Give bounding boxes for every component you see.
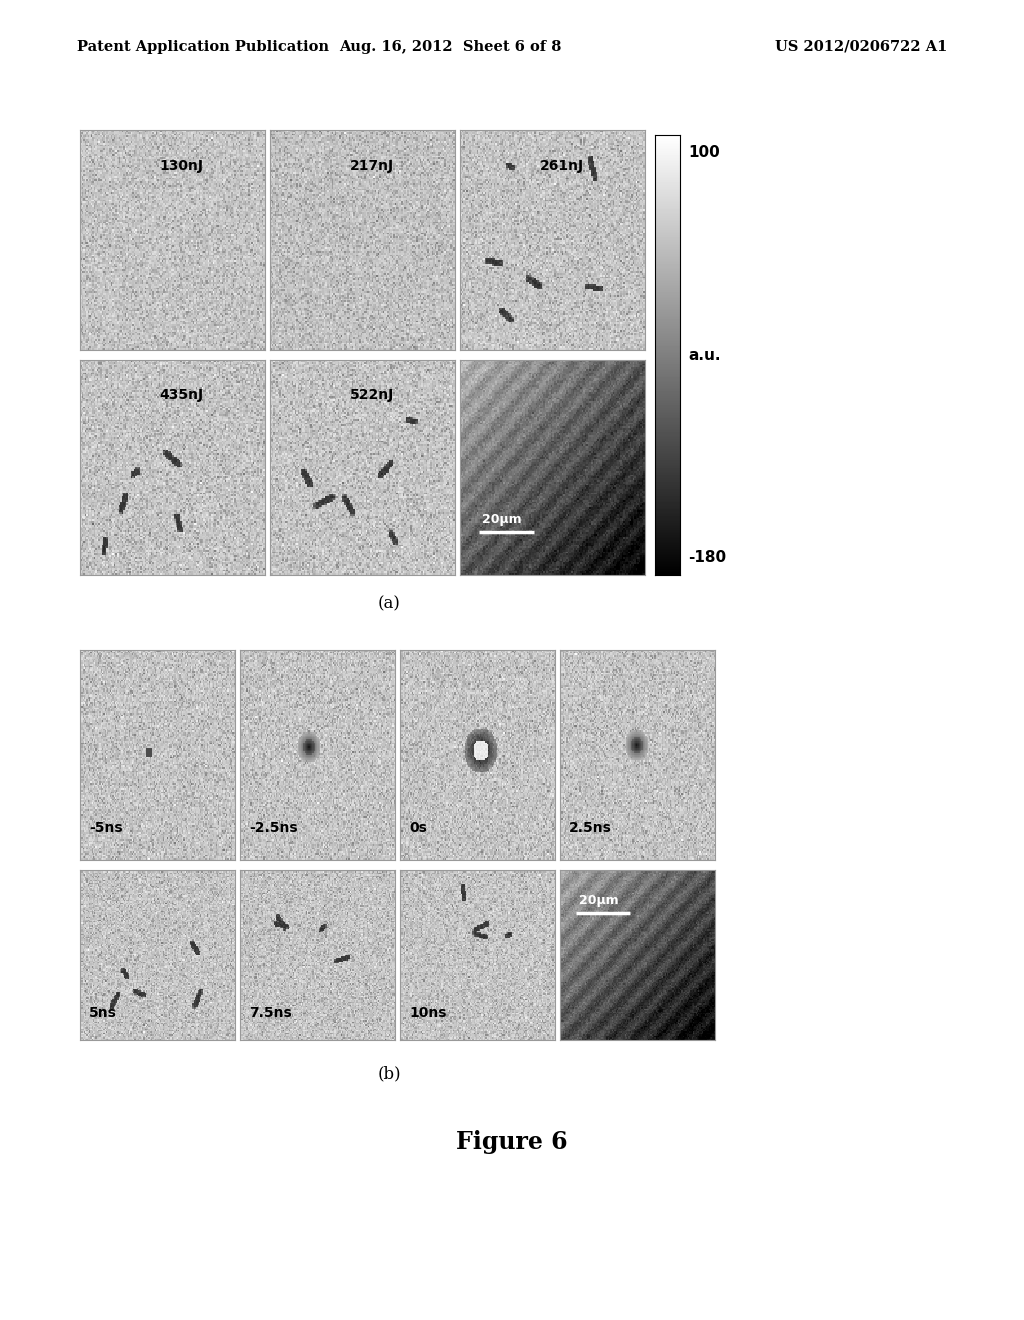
- Text: -180: -180: [688, 550, 726, 565]
- Text: 261nJ: 261nJ: [540, 158, 584, 173]
- Text: -2.5ns: -2.5ns: [249, 821, 298, 834]
- Text: 522nJ: 522nJ: [349, 388, 394, 403]
- Text: US 2012/0206722 A1: US 2012/0206722 A1: [775, 40, 947, 54]
- Text: a.u.: a.u.: [688, 347, 721, 363]
- Text: Patent Application Publication: Patent Application Publication: [77, 40, 329, 54]
- Text: 435nJ: 435nJ: [160, 388, 204, 403]
- Text: 10ns: 10ns: [410, 1006, 446, 1019]
- Text: Aug. 16, 2012  Sheet 6 of 8: Aug. 16, 2012 Sheet 6 of 8: [339, 40, 562, 54]
- Text: (a): (a): [378, 595, 400, 612]
- Text: Figure 6: Figure 6: [456, 1130, 568, 1154]
- Text: 217nJ: 217nJ: [349, 158, 394, 173]
- Text: 5ns: 5ns: [89, 1006, 117, 1019]
- Text: 2.5ns: 2.5ns: [569, 821, 612, 834]
- Text: 130nJ: 130nJ: [160, 158, 204, 173]
- Text: (b): (b): [377, 1065, 401, 1082]
- Text: -5ns: -5ns: [89, 821, 123, 834]
- Text: 100: 100: [688, 145, 720, 160]
- Text: 20μm: 20μm: [579, 895, 618, 907]
- Text: 0s: 0s: [410, 821, 427, 834]
- Text: 20μm: 20μm: [482, 512, 522, 525]
- Text: 7.5ns: 7.5ns: [249, 1006, 292, 1019]
